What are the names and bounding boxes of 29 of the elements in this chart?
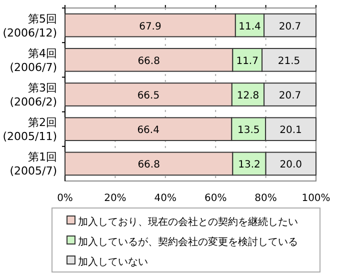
data-label: 20.1	[280, 125, 302, 136]
legend-label: 加入しているが、契約会社の変更を検討している	[78, 236, 298, 248]
x-tick-label: 80%	[254, 193, 277, 204]
y-tick-label: 第2回 (2005/11)	[2, 116, 57, 144]
y-tick-label: 第4回 (2006/7)	[10, 46, 57, 74]
data-label: 20.7	[278, 21, 302, 32]
data-label: 11.7	[236, 56, 258, 67]
data-label: 11.4	[238, 21, 261, 32]
data-label: 20.0	[280, 160, 302, 171]
x-tick-label: 20%	[104, 193, 126, 204]
legend-label: 加入しており、現在の会社との契約を継続したい	[78, 216, 298, 228]
data-label: 21.5	[278, 56, 300, 67]
x-tick-label: 60%	[204, 193, 227, 204]
x-tick-label: 0%	[57, 193, 73, 204]
legend-label: 加入していない	[78, 256, 148, 268]
data-label: 67.9	[139, 21, 162, 32]
x-tick-label: 40%	[154, 193, 177, 204]
data-label: 66.8	[138, 56, 160, 67]
y-tick-label: 第1回 (2005/7)	[10, 150, 57, 178]
data-label: 12.8	[236, 90, 260, 102]
data-label: 13.5	[237, 125, 260, 136]
data-label: 20.7	[278, 90, 302, 102]
data-label: 66.4	[137, 125, 160, 136]
x-tick-label: 100%	[302, 193, 330, 204]
data-label: 13.2	[238, 160, 260, 171]
y-tick-label: 第3回 (2006/2)	[10, 82, 57, 108]
y-tick-label: 第5回 (2006/12)	[2, 12, 57, 40]
data-label: 66.8	[138, 160, 160, 171]
data-label: 66.5	[137, 90, 160, 102]
